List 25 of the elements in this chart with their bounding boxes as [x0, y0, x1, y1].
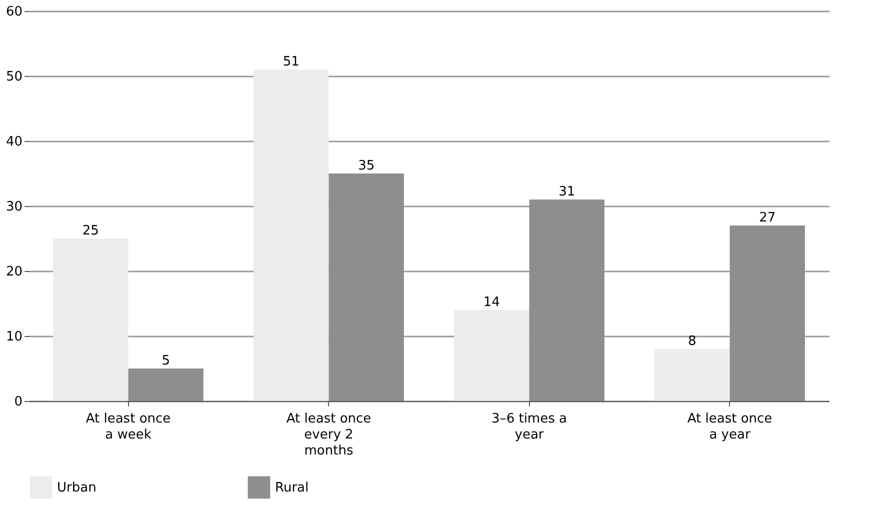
bar: [454, 310, 530, 401]
x-tick-label: 3–6 times a year: [492, 412, 567, 442]
data-label: 5: [162, 354, 170, 368]
data-label: 25: [82, 224, 99, 238]
data-label: 35: [358, 158, 375, 174]
data-label: 27: [759, 210, 776, 226]
bar: [254, 70, 329, 401]
data-label: 51: [282, 54, 300, 70]
data-label: 14: [483, 295, 500, 310]
y-tick-label: 40: [6, 134, 22, 150]
legend-label: Rural: [275, 480, 309, 496]
x-tick-label: At least once every 2 months: [286, 412, 372, 458]
x-tick-label: At least once a week: [86, 412, 171, 442]
y-tick-label: 50: [6, 70, 22, 84]
y-tick-label: 30: [6, 200, 22, 214]
y-tick-label: 0: [14, 394, 22, 410]
bar: [53, 238, 128, 401]
y-tick-label: 20: [6, 264, 22, 280]
data-label: 31: [558, 184, 576, 200]
bar: [654, 349, 730, 401]
legend-label: Urban: [57, 480, 96, 496]
y-tick-label: 10: [6, 330, 22, 344]
x-tick-label: At least once a year: [687, 412, 772, 442]
y-tick-label: 60: [6, 4, 22, 20]
data-label: 8: [688, 334, 696, 349]
